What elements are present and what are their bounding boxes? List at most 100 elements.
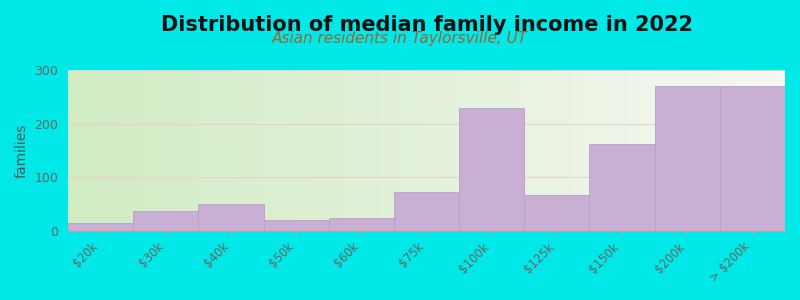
Bar — [438, 70, 441, 231]
Bar — [549, 70, 552, 231]
Bar — [455, 70, 459, 231]
Bar — [509, 70, 513, 231]
Bar — [702, 70, 706, 231]
Bar — [756, 70, 760, 231]
Bar — [266, 70, 269, 231]
Bar — [147, 70, 150, 231]
Bar — [581, 70, 584, 231]
Bar — [126, 70, 129, 231]
Bar — [204, 70, 208, 231]
Bar — [728, 70, 731, 231]
Bar — [208, 70, 211, 231]
Bar — [286, 70, 290, 231]
Bar — [738, 70, 742, 231]
Bar — [513, 70, 516, 231]
Bar — [692, 70, 695, 231]
Bar — [86, 70, 90, 231]
Bar — [351, 70, 355, 231]
Bar — [283, 70, 286, 231]
Bar — [308, 70, 312, 231]
Bar — [763, 70, 767, 231]
Bar — [176, 70, 179, 231]
Bar — [334, 70, 337, 231]
Bar — [194, 70, 197, 231]
Bar — [258, 70, 262, 231]
Bar — [706, 70, 710, 231]
Bar — [348, 70, 351, 231]
Bar — [523, 70, 527, 231]
Bar — [150, 70, 154, 231]
Bar — [666, 70, 670, 231]
Bar — [559, 70, 562, 231]
Bar — [649, 70, 652, 231]
Bar — [198, 204, 264, 231]
Bar — [670, 70, 674, 231]
Bar — [68, 70, 72, 231]
Bar — [434, 70, 438, 231]
Bar — [416, 70, 419, 231]
Bar — [247, 70, 251, 231]
Bar — [530, 70, 534, 231]
Bar — [552, 70, 556, 231]
Bar — [473, 70, 477, 231]
Bar — [412, 70, 416, 231]
Bar — [133, 70, 136, 231]
Bar — [169, 70, 172, 231]
Bar — [390, 70, 394, 231]
Bar — [79, 70, 82, 231]
Bar — [423, 70, 426, 231]
Bar — [654, 86, 720, 231]
Bar — [598, 70, 602, 231]
Bar — [344, 70, 348, 231]
Bar — [735, 70, 738, 231]
Bar — [570, 70, 574, 231]
Bar — [290, 70, 294, 231]
Bar — [527, 70, 530, 231]
Bar — [158, 70, 162, 231]
Bar — [459, 107, 524, 231]
Bar — [322, 70, 326, 231]
Bar — [588, 70, 591, 231]
Bar — [402, 70, 405, 231]
Bar — [94, 70, 97, 231]
Bar — [606, 70, 610, 231]
Bar — [721, 70, 724, 231]
Bar — [230, 70, 233, 231]
Bar — [681, 70, 685, 231]
Bar — [383, 70, 387, 231]
Bar — [591, 70, 595, 231]
Bar — [72, 70, 75, 231]
Bar — [101, 70, 104, 231]
Bar — [355, 70, 358, 231]
Bar — [634, 70, 638, 231]
Bar — [746, 70, 749, 231]
Bar — [466, 70, 470, 231]
Bar — [301, 70, 305, 231]
Bar — [251, 70, 254, 231]
Bar — [319, 70, 322, 231]
Bar — [484, 70, 487, 231]
Bar — [524, 195, 590, 231]
Bar — [111, 70, 114, 231]
Bar — [595, 70, 598, 231]
Bar — [642, 70, 646, 231]
Bar — [749, 70, 753, 231]
Bar — [590, 144, 654, 231]
Bar — [315, 70, 319, 231]
Bar — [134, 211, 198, 231]
Bar — [294, 70, 298, 231]
Bar — [398, 70, 402, 231]
Bar — [172, 70, 176, 231]
Bar — [480, 70, 484, 231]
Bar — [75, 70, 79, 231]
Bar — [506, 70, 509, 231]
Bar — [104, 70, 107, 231]
Bar — [122, 70, 126, 231]
Bar — [441, 70, 445, 231]
Bar — [373, 70, 376, 231]
Bar — [264, 220, 329, 231]
Bar — [534, 70, 538, 231]
Bar — [742, 70, 746, 231]
Bar — [376, 70, 380, 231]
Bar — [556, 70, 559, 231]
